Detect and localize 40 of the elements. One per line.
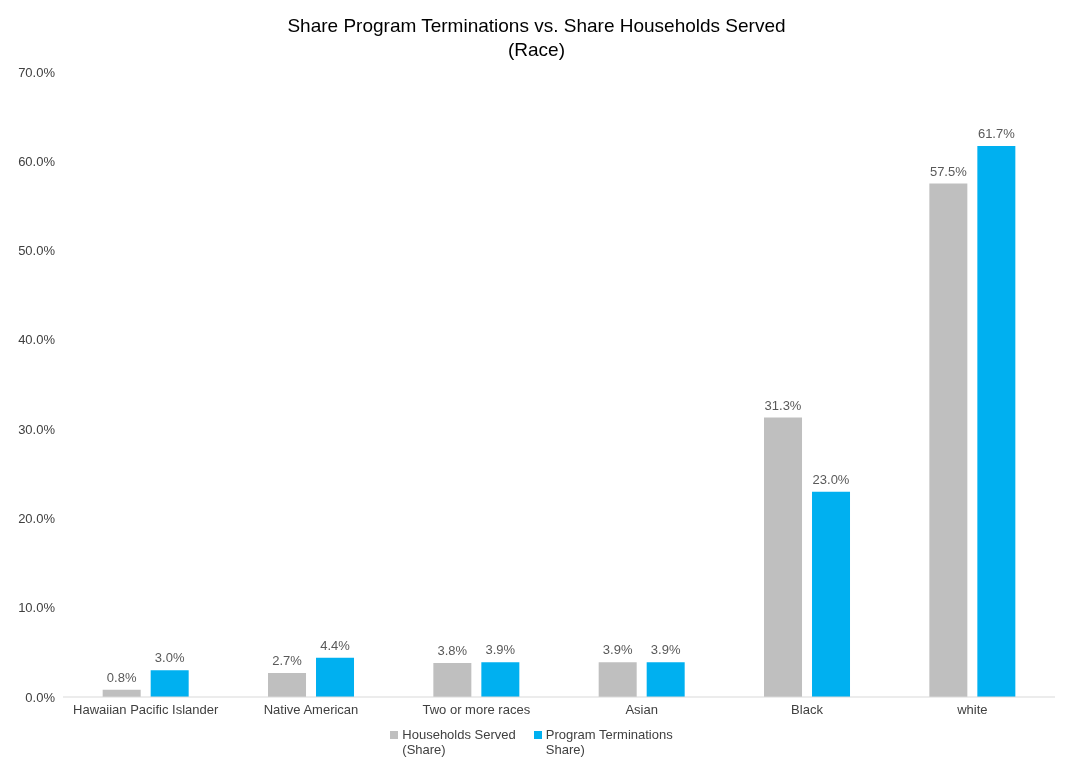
data-label: 3.8%: [437, 643, 468, 659]
x-tick-label: Asian: [625, 702, 658, 718]
data-label: 3.0%: [154, 650, 185, 666]
bar: [268, 672, 307, 697]
bar: [150, 670, 189, 697]
data-label: 4.4%: [320, 637, 351, 653]
bar: [433, 663, 472, 697]
bar: [977, 146, 1016, 697]
legend-label: Households Served (Share): [402, 727, 516, 757]
y-tick-label: 10.0%: [18, 600, 56, 616]
bar: [316, 657, 355, 697]
legend-label: Program Terminations Share): [545, 727, 673, 757]
x-tick-label: Hawaiian Pacific Islander: [73, 702, 219, 718]
bar: [929, 183, 968, 697]
data-label: 3.9%: [602, 642, 633, 658]
bar: [646, 662, 685, 697]
y-tick-label: 20.0%: [18, 511, 56, 527]
data-label: 23.0%: [812, 471, 850, 487]
x-tick-label: Two or more races: [422, 702, 531, 718]
data-label: 2.7%: [272, 652, 303, 668]
chart-title: Share Program Terminations vs. Share Households Served (Race): [286, 14, 787, 62]
data-label: 0.8%: [106, 669, 137, 685]
data-label: 3.9%: [485, 642, 516, 658]
y-tick-label: 0.0%: [25, 689, 56, 705]
y-tick-label: 70.0%: [18, 64, 56, 80]
y-tick-label: 50.0%: [18, 243, 56, 259]
bar: [598, 662, 637, 697]
data-label: 3.9%: [650, 642, 681, 658]
x-tick-label: Native American: [263, 702, 359, 718]
y-tick-label: 40.0%: [18, 332, 56, 348]
bar: [764, 417, 803, 697]
x-tick-label: Black: [791, 702, 824, 718]
data-label: 61.7%: [977, 126, 1016, 142]
y-tick-label: 30.0%: [18, 421, 56, 437]
data-label: 57.5%: [929, 163, 968, 179]
bar: [481, 662, 520, 697]
x-tick-label: white: [956, 702, 988, 718]
bar: [812, 491, 851, 697]
data-label: 31.3%: [764, 397, 802, 413]
y-tick-label: 60.0%: [18, 153, 56, 169]
